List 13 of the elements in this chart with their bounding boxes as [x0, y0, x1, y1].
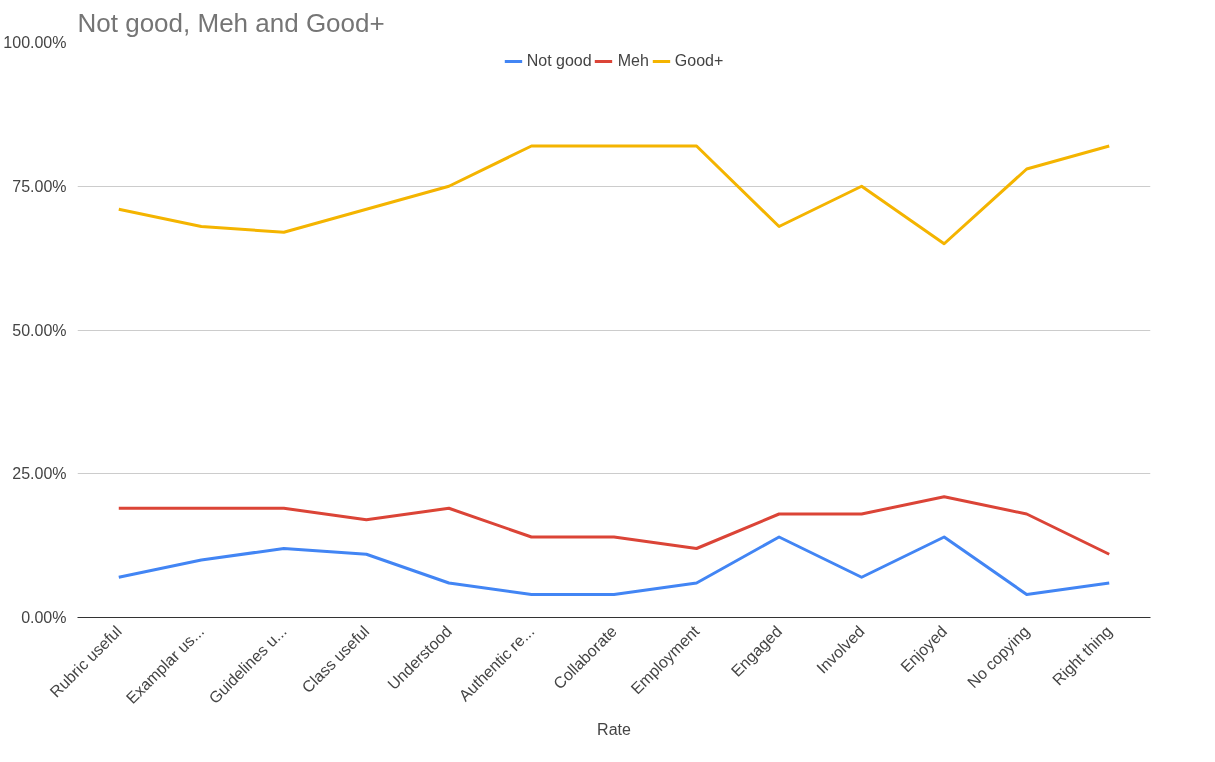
y-tick-label: 0.00%: [21, 609, 67, 626]
y-tick-label: 75.00%: [12, 177, 67, 195]
legend-label: Not good: [526, 52, 592, 70]
legend-label: Meh: [617, 52, 649, 70]
line-series: [117, 535, 1111, 596]
line-series: [117, 495, 1111, 556]
chart-title: Not good, Meh and Good+: [77, 7, 385, 38]
y-tick-label: 100.00%: [3, 34, 67, 51]
y-tick-label: 50.00%: [12, 321, 67, 339]
y-tick-label: 25.00%: [12, 465, 67, 483]
line-series: [117, 144, 1111, 246]
x-axis-title: Rate: [597, 720, 631, 738]
legend-label: Good+: [674, 52, 724, 70]
